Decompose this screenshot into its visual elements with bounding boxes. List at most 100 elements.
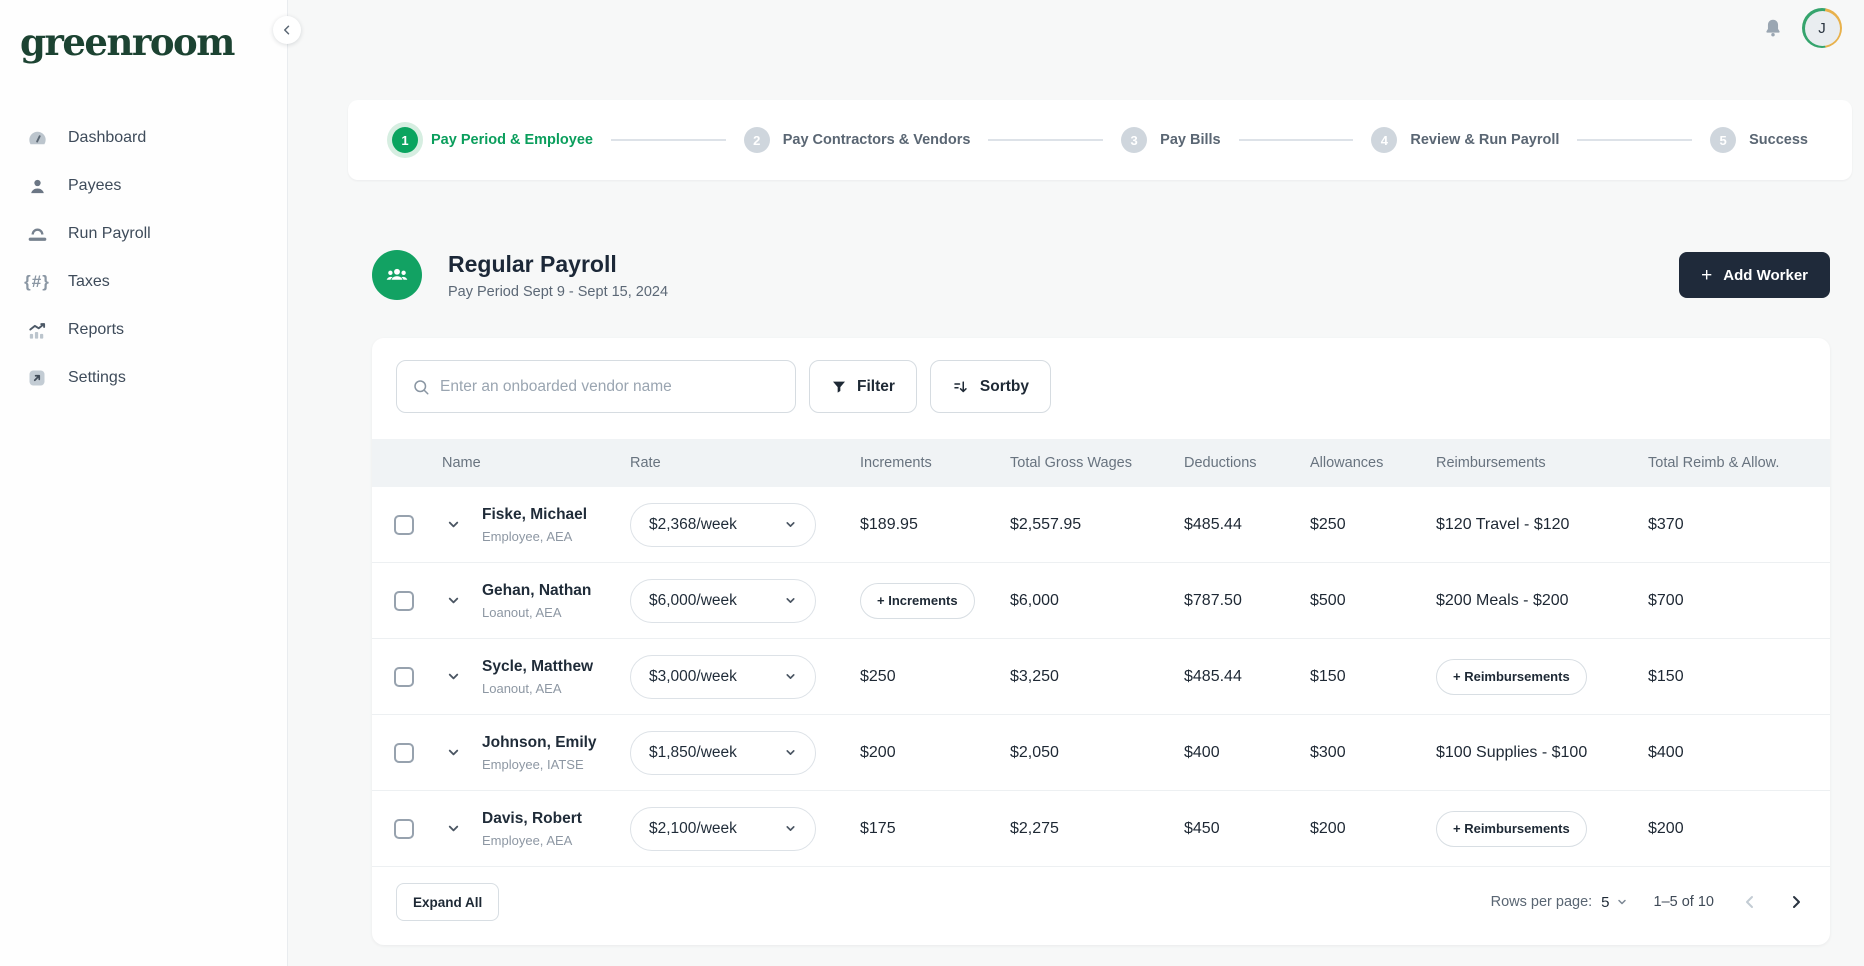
rate-select[interactable]: $3,000/week xyxy=(630,654,816,699)
notifications-button[interactable] xyxy=(1762,17,1784,39)
allowances-value: $300 xyxy=(1310,743,1346,761)
sortby-button[interactable]: Sortby xyxy=(929,360,1051,413)
table-toolbar: Filter Sortby xyxy=(372,338,1830,439)
sidebar: greenroom Dashboard Payees Run P xyxy=(0,0,301,966)
row-checkbox[interactable] xyxy=(394,514,414,535)
sidebar-nav: Dashboard Payees Run Payroll {#} Taxes xyxy=(0,114,287,402)
worker-type: Employee, IATSE xyxy=(482,756,584,772)
search-input[interactable] xyxy=(440,377,780,396)
filter-label: Filter xyxy=(857,377,895,395)
sidebar-item-label: Reports xyxy=(68,321,125,338)
step-success[interactable]: 5 Success xyxy=(1710,127,1808,153)
worker-name: Gehan, Nathan xyxy=(482,581,592,599)
add-worker-button[interactable]: + Add Worker xyxy=(1679,252,1830,298)
rate-value: $2,368/week xyxy=(649,515,737,533)
step-number: 5 xyxy=(1710,127,1737,153)
row-expand-button[interactable] xyxy=(442,665,465,688)
row-expand-button[interactable] xyxy=(442,741,465,764)
row-checkbox[interactable] xyxy=(394,742,414,763)
sort-icon xyxy=(954,380,967,392)
chevron-down-icon xyxy=(448,825,459,832)
step-connector xyxy=(1577,139,1693,141)
filter-button[interactable]: Filter xyxy=(809,360,917,413)
sidebar-item-taxes[interactable]: {#} Taxes xyxy=(12,258,275,306)
chevron-down-icon xyxy=(448,521,459,528)
rows-per-page-select[interactable]: 5 xyxy=(1601,894,1627,911)
sidebar-item-reports[interactable]: Reports xyxy=(12,306,275,354)
step-label: Pay Bills xyxy=(1160,132,1221,148)
allowances-value: $500 xyxy=(1310,591,1346,609)
step-number: 4 xyxy=(1371,127,1398,153)
step-pay-contractors-vendors[interactable]: 2 Pay Contractors & Vendors xyxy=(743,127,970,153)
worker-type: Loanout, AEA xyxy=(482,604,562,620)
rate-select[interactable]: $1,850/week xyxy=(630,730,816,775)
rate-select[interactable]: $2,100/week xyxy=(630,806,816,851)
increments-value: $200 xyxy=(860,743,896,761)
add-reimbursements-button[interactable]: + Reimbursements xyxy=(1436,810,1587,847)
add-reimbursements-button[interactable]: + Reimbursements xyxy=(1436,658,1587,695)
column-header-total-reimb: Total Reimb & Allow. xyxy=(1648,455,1780,471)
reimbursements-value: $100 Supplies - $100 xyxy=(1436,743,1588,761)
table-row: Sycle, Matthew Loanout, AEA $3,000/week … xyxy=(372,639,1830,715)
worker-type: Employee, AEA xyxy=(482,528,573,544)
payroll-table-card: Filter Sortby Name Rate Increments Total… xyxy=(372,338,1830,945)
sortby-label: Sortby xyxy=(979,377,1029,395)
sidebar-item-label: Settings xyxy=(68,369,126,386)
next-page-button[interactable] xyxy=(1786,892,1806,912)
payees-icon xyxy=(24,176,50,197)
run-payroll-icon xyxy=(24,223,50,246)
settings-icon xyxy=(24,368,50,388)
chevron-down-icon xyxy=(786,522,795,527)
row-expand-button[interactable] xyxy=(442,817,465,840)
sidebar-item-dashboard[interactable]: Dashboard xyxy=(12,114,275,162)
step-label: Review & Run Payroll xyxy=(1410,132,1560,148)
deductions-value: $485.44 xyxy=(1184,667,1242,685)
table-footer: Expand All Rows per page: 5 1–5 of 10 xyxy=(372,867,1830,945)
expand-all-button[interactable]: Expand All xyxy=(396,883,500,921)
worker-name: Davis, Robert xyxy=(482,809,582,827)
step-number: 2 xyxy=(743,127,770,153)
step-label: Pay Period & Employee xyxy=(431,132,593,148)
step-review-run-payroll[interactable]: 4 Review & Run Payroll xyxy=(1371,127,1559,153)
taxes-icon: {#} xyxy=(24,272,50,291)
step-connector xyxy=(988,139,1104,141)
allowances-value: $250 xyxy=(1310,515,1346,533)
payroll-group-icon xyxy=(372,250,422,300)
rate-value: $2,100/week xyxy=(649,819,737,837)
chevron-down-icon xyxy=(786,674,795,679)
rate-select[interactable]: $6,000/week xyxy=(630,578,816,623)
allowances-value: $150 xyxy=(1310,667,1346,685)
vendor-search xyxy=(396,360,796,413)
row-expand-button[interactable] xyxy=(442,589,465,612)
chevron-down-icon xyxy=(448,749,459,756)
total-reimb-value: $150 xyxy=(1648,667,1684,685)
sidebar-item-payees[interactable]: Payees xyxy=(12,162,275,210)
sidebar-item-settings[interactable]: Settings xyxy=(12,354,275,402)
table-row: Johnson, Emily Employee, IATSE $1,850/we… xyxy=(372,715,1830,791)
sidebar-item-label: Taxes xyxy=(68,273,110,290)
chevron-right-icon xyxy=(1793,896,1800,908)
payroll-stepper: 1 Pay Period & Employee 2 Pay Contractor… xyxy=(348,100,1852,180)
sidebar-collapse-button[interactable] xyxy=(273,16,301,44)
step-pay-bills[interactable]: 3 Pay Bills xyxy=(1121,127,1221,153)
gross-wages-value: $2,557.95 xyxy=(1010,515,1082,533)
add-increments-button[interactable]: + Increments xyxy=(860,582,975,619)
step-number: 3 xyxy=(1121,127,1148,153)
search-icon xyxy=(414,379,429,394)
total-reimb-value: $700 xyxy=(1648,591,1684,609)
previous-page-button[interactable] xyxy=(1740,892,1760,912)
worker-type: Employee, AEA xyxy=(482,832,573,848)
sidebar-item-run-payroll[interactable]: Run Payroll xyxy=(12,210,275,258)
total-reimb-value: $370 xyxy=(1648,515,1684,533)
row-checkbox[interactable] xyxy=(394,590,414,611)
rows-per-page-label: Rows per page: xyxy=(1490,894,1593,910)
chevron-left-icon xyxy=(1746,896,1753,908)
gross-wages-value: $2,275 xyxy=(1010,819,1059,837)
row-checkbox[interactable] xyxy=(394,666,414,687)
row-expand-button[interactable] xyxy=(442,513,465,536)
step-pay-period-employee[interactable]: 1 Pay Period & Employee xyxy=(392,127,593,153)
rate-select[interactable]: $2,368/week xyxy=(630,502,816,547)
increments-value: $175 xyxy=(860,819,896,837)
avatar[interactable]: J xyxy=(1802,8,1842,48)
row-checkbox[interactable] xyxy=(394,818,414,839)
